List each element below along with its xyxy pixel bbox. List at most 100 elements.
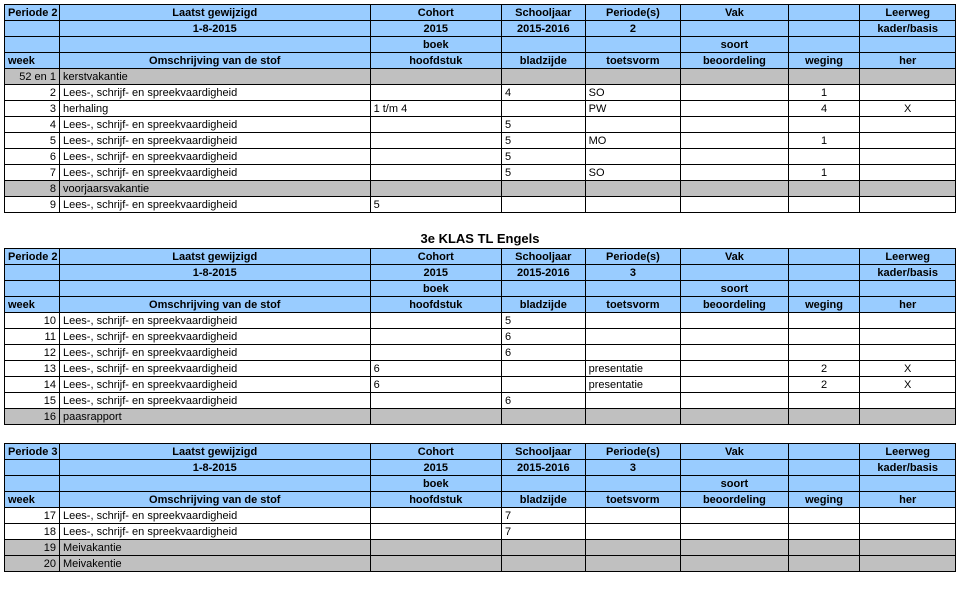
cell-week: 17 <box>5 508 60 524</box>
cell-week: 18 <box>5 524 60 540</box>
cell-beoordeling <box>681 165 789 181</box>
meta-periode-label: Periode 2 <box>5 249 60 265</box>
cell-weging: 1 <box>788 133 860 149</box>
cell-hoofdstuk <box>370 409 501 425</box>
cell-week: 6 <box>5 149 60 165</box>
cell-weging: 2 <box>788 361 860 377</box>
meta-laatst-value: 1-8-2015 <box>59 460 370 476</box>
schedule-block: Periode 3Laatst gewijzigdCohortSchooljaa… <box>4 443 956 572</box>
meta-spacer <box>788 21 860 37</box>
col-blank <box>788 281 860 297</box>
cell-week: 10 <box>5 313 60 329</box>
cell-week: 14 <box>5 377 60 393</box>
col-her: her <box>860 53 956 69</box>
cell-omschrijving: Lees-, schrijf- en spreekvaardigheid <box>59 508 370 524</box>
cell-omschrijving: Lees-, schrijf- en spreekvaardigheid <box>59 197 370 213</box>
col-blank <box>501 476 585 492</box>
cell-omschrijving: Lees-, schrijf- en spreekvaardigheid <box>59 377 370 393</box>
schedule-block: 3e KLAS TL EngelsPeriode 2Laatst gewijzi… <box>4 231 956 425</box>
cell-hoofdstuk <box>370 165 501 181</box>
cell-bladzijde: 6 <box>501 393 585 409</box>
cell-her <box>860 197 956 213</box>
cell-beoordeling <box>681 345 789 361</box>
cell-her: X <box>860 101 956 117</box>
col-omschrijving: Omschrijving van de stof <box>59 492 370 508</box>
meta-leerweg-value: kader/basis <box>860 460 956 476</box>
meta-header-row: Periode 2Laatst gewijzigdCohortSchooljaa… <box>5 5 956 21</box>
table-row: 9Lees-, schrijf- en spreekvaardigheid5 <box>5 197 956 213</box>
meta-cohort-value: 2015 <box>370 21 501 37</box>
table-row: 13Lees-, schrijf- en spreekvaardigheid6p… <box>5 361 956 377</box>
cell-week: 12 <box>5 345 60 361</box>
cell-her <box>860 117 956 133</box>
col-beoordeling: beoordeling <box>681 297 789 313</box>
cell-weging <box>788 149 860 165</box>
col-weging: weging <box>788 53 860 69</box>
meta-periodes-label: Periode(s) <box>585 444 681 460</box>
meta-spacer <box>788 265 860 281</box>
cell-beoordeling <box>681 117 789 133</box>
cell-her <box>860 556 956 572</box>
col-her: her <box>860 492 956 508</box>
table-row: 7Lees-, schrijf- en spreekvaardigheid5SO… <box>5 165 956 181</box>
col-week: week <box>5 53 60 69</box>
meta-schooljaar-value: 2015-2016 <box>501 460 585 476</box>
column-header-row: weekOmschrijving van de stofhoofdstukbla… <box>5 492 956 508</box>
cell-weging: 4 <box>788 101 860 117</box>
meta-leerweg-label: Leerweg <box>860 249 956 265</box>
table-row: 8voorjaarsvakantie <box>5 181 956 197</box>
cell-omschrijving: Lees-, schrijf- en spreekvaardigheid <box>59 329 370 345</box>
meta-vak-value <box>681 460 789 476</box>
cell-bladzijde <box>501 409 585 425</box>
cell-bladzijde <box>501 69 585 85</box>
col-blank <box>501 37 585 53</box>
table-row: 12Lees-, schrijf- en spreekvaardigheid6 <box>5 345 956 361</box>
col-beoordeling: beoordeling <box>681 492 789 508</box>
table-row: 14Lees-, schrijf- en spreekvaardigheid6p… <box>5 377 956 393</box>
column-header-top-row: boek soort <box>5 281 956 297</box>
col-blank <box>59 37 370 53</box>
col-week: week <box>5 492 60 508</box>
meta-schooljaar-label: Schooljaar <box>501 5 585 21</box>
meta-laatst-label: Laatst gewijzigd <box>59 5 370 21</box>
cell-beoordeling <box>681 101 789 117</box>
meta-laatst-label: Laatst gewijzigd <box>59 444 370 460</box>
cell-bladzijde: 7 <box>501 508 585 524</box>
schedule-table: Periode 2Laatst gewijzigdCohortSchooljaa… <box>4 248 956 425</box>
cell-bladzijde <box>501 361 585 377</box>
col-soort: soort <box>681 281 789 297</box>
cell-week: 5 <box>5 133 60 149</box>
cell-her: X <box>860 361 956 377</box>
table-row: 19Meivakantie <box>5 540 956 556</box>
col-bladzijde: bladzijde <box>501 492 585 508</box>
col-blank <box>585 476 681 492</box>
meta-blank <box>5 265 60 281</box>
cell-her <box>860 313 956 329</box>
cell-week: 15 <box>5 393 60 409</box>
col-boek: boek <box>370 281 501 297</box>
table-row: 18Lees-, schrijf- en spreekvaardigheid7 <box>5 524 956 540</box>
col-bladzijde: bladzijde <box>501 297 585 313</box>
meta-vak-label: Vak <box>681 249 789 265</box>
cell-week: 2 <box>5 85 60 101</box>
col-omschrijving: Omschrijving van de stof <box>59 53 370 69</box>
meta-periodes-value: 2 <box>585 21 681 37</box>
col-toetsvorm: toetsvorm <box>585 297 681 313</box>
meta-leerweg-value: kader/basis <box>860 265 956 281</box>
cell-beoordeling <box>681 329 789 345</box>
meta-schooljaar-value: 2015-2016 <box>501 265 585 281</box>
table-row: 4Lees-, schrijf- en spreekvaardigheid5 <box>5 117 956 133</box>
meta-laatst-value: 1-8-2015 <box>59 265 370 281</box>
table-row: 3herhaling1 t/m 4PW4X <box>5 101 956 117</box>
meta-vak-value <box>681 265 789 281</box>
meta-header-row: Periode 2Laatst gewijzigdCohortSchooljaa… <box>5 249 956 265</box>
cell-week: 3 <box>5 101 60 117</box>
cell-hoofdstuk <box>370 181 501 197</box>
cell-bladzijde: 5 <box>501 117 585 133</box>
cell-her <box>860 508 956 524</box>
col-beoordeling: beoordeling <box>681 53 789 69</box>
meta-schooljaar-value: 2015-2016 <box>501 21 585 37</box>
cell-weging <box>788 540 860 556</box>
cell-week: 13 <box>5 361 60 377</box>
col-toetsvorm: toetsvorm <box>585 53 681 69</box>
